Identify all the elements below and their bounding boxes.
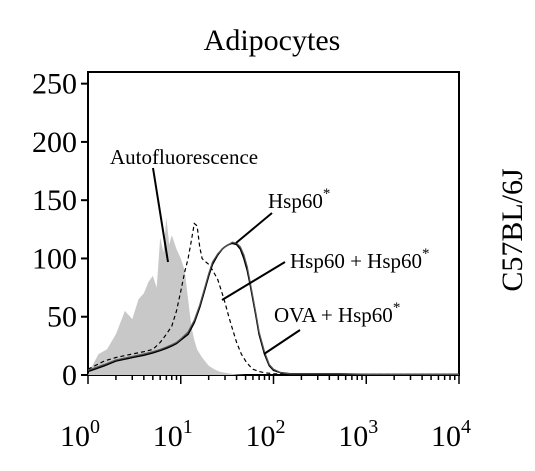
annotation-hsp60-hsp60: Hsp60 + Hsp60* — [290, 246, 430, 273]
annotation-ova-hsp60-pointer — [263, 329, 301, 355]
y-tick-label-100: 100 — [32, 242, 77, 275]
annotation-hsp60: Hsp60* — [268, 186, 330, 213]
x-tick-label-base: 10 — [246, 420, 276, 453]
x-tick-label-4: 104 — [431, 416, 471, 453]
x-tick-label-exponent: 3 — [368, 416, 378, 438]
x-tick-label-base: 10 — [431, 420, 461, 453]
x-tick-label-exponent: 4 — [461, 416, 471, 438]
annotation-ova-hsp60: OVA + Hsp60* — [274, 300, 400, 327]
x-tick-label-1: 101 — [153, 416, 193, 453]
annotation-ova-hsp60-sup: * — [393, 300, 401, 316]
annotation-hsp60-hsp60-pointer — [221, 261, 286, 301]
annotation-hsp60-hsp60-sup: * — [422, 246, 430, 262]
annotation-autofluorescence: Autofluorescence — [110, 145, 258, 169]
x-tick-label-0: 100 — [60, 416, 100, 453]
y-tick-label-250: 250 — [32, 68, 77, 101]
annotation-hsp60-text: Hsp60 — [268, 189, 323, 213]
x-tick-label-base: 10 — [338, 420, 368, 453]
series-hsp60-hsp60 — [87, 222, 459, 375]
y-tick-label-50: 50 — [47, 301, 77, 334]
series-autofluorescence — [88, 217, 253, 375]
y-tick-label-150: 150 — [32, 184, 77, 217]
y-tick-label-200: 200 — [32, 126, 77, 159]
annotation-hsp60-pointer — [235, 212, 273, 244]
y-tick-label-0: 0 — [62, 359, 77, 392]
x-tick-label-exponent: 2 — [276, 416, 286, 438]
x-tick-label-3: 103 — [338, 416, 378, 453]
annotation-ova-hsp60-text: OVA + Hsp60 — [274, 303, 393, 327]
x-tick-label-2: 102 — [246, 416, 286, 453]
x-tick-label-exponent: 1 — [183, 416, 193, 438]
series-ova-hsp60 — [87, 241, 459, 375]
annotation-hsp60-hsp60-text: Hsp60 + Hsp60 — [290, 249, 422, 273]
x-tick-label-exponent: 0 — [90, 416, 100, 438]
annotation-autofluorescence-text: Autofluorescence — [110, 145, 258, 169]
x-tick-label-base: 10 — [60, 420, 90, 453]
chart-title: Adipocytes — [204, 24, 341, 57]
annotation-autofluorescence-pointer — [152, 167, 169, 263]
series-layer — [87, 217, 459, 376]
annotation-hsp60-sup: * — [323, 186, 331, 202]
strain-label: C57BL/6J — [496, 168, 529, 292]
x-tick-label-base: 10 — [153, 420, 183, 453]
